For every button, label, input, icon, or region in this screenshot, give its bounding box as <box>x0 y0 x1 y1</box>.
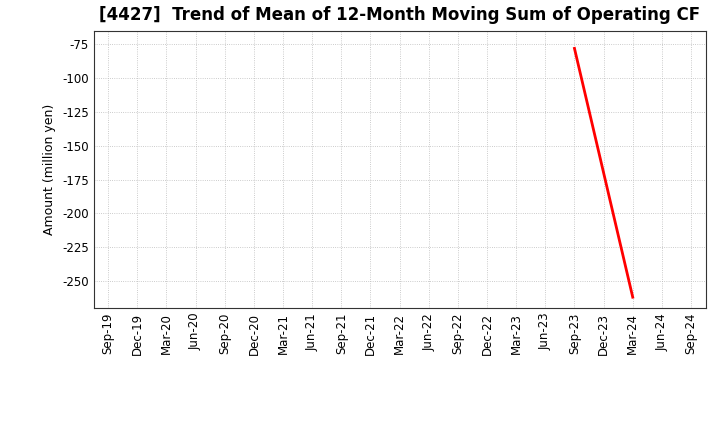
Y-axis label: Amount (million yen): Amount (million yen) <box>43 104 56 235</box>
Title: [4427]  Trend of Mean of 12-Month Moving Sum of Operating CF: [4427] Trend of Mean of 12-Month Moving … <box>99 6 700 24</box>
